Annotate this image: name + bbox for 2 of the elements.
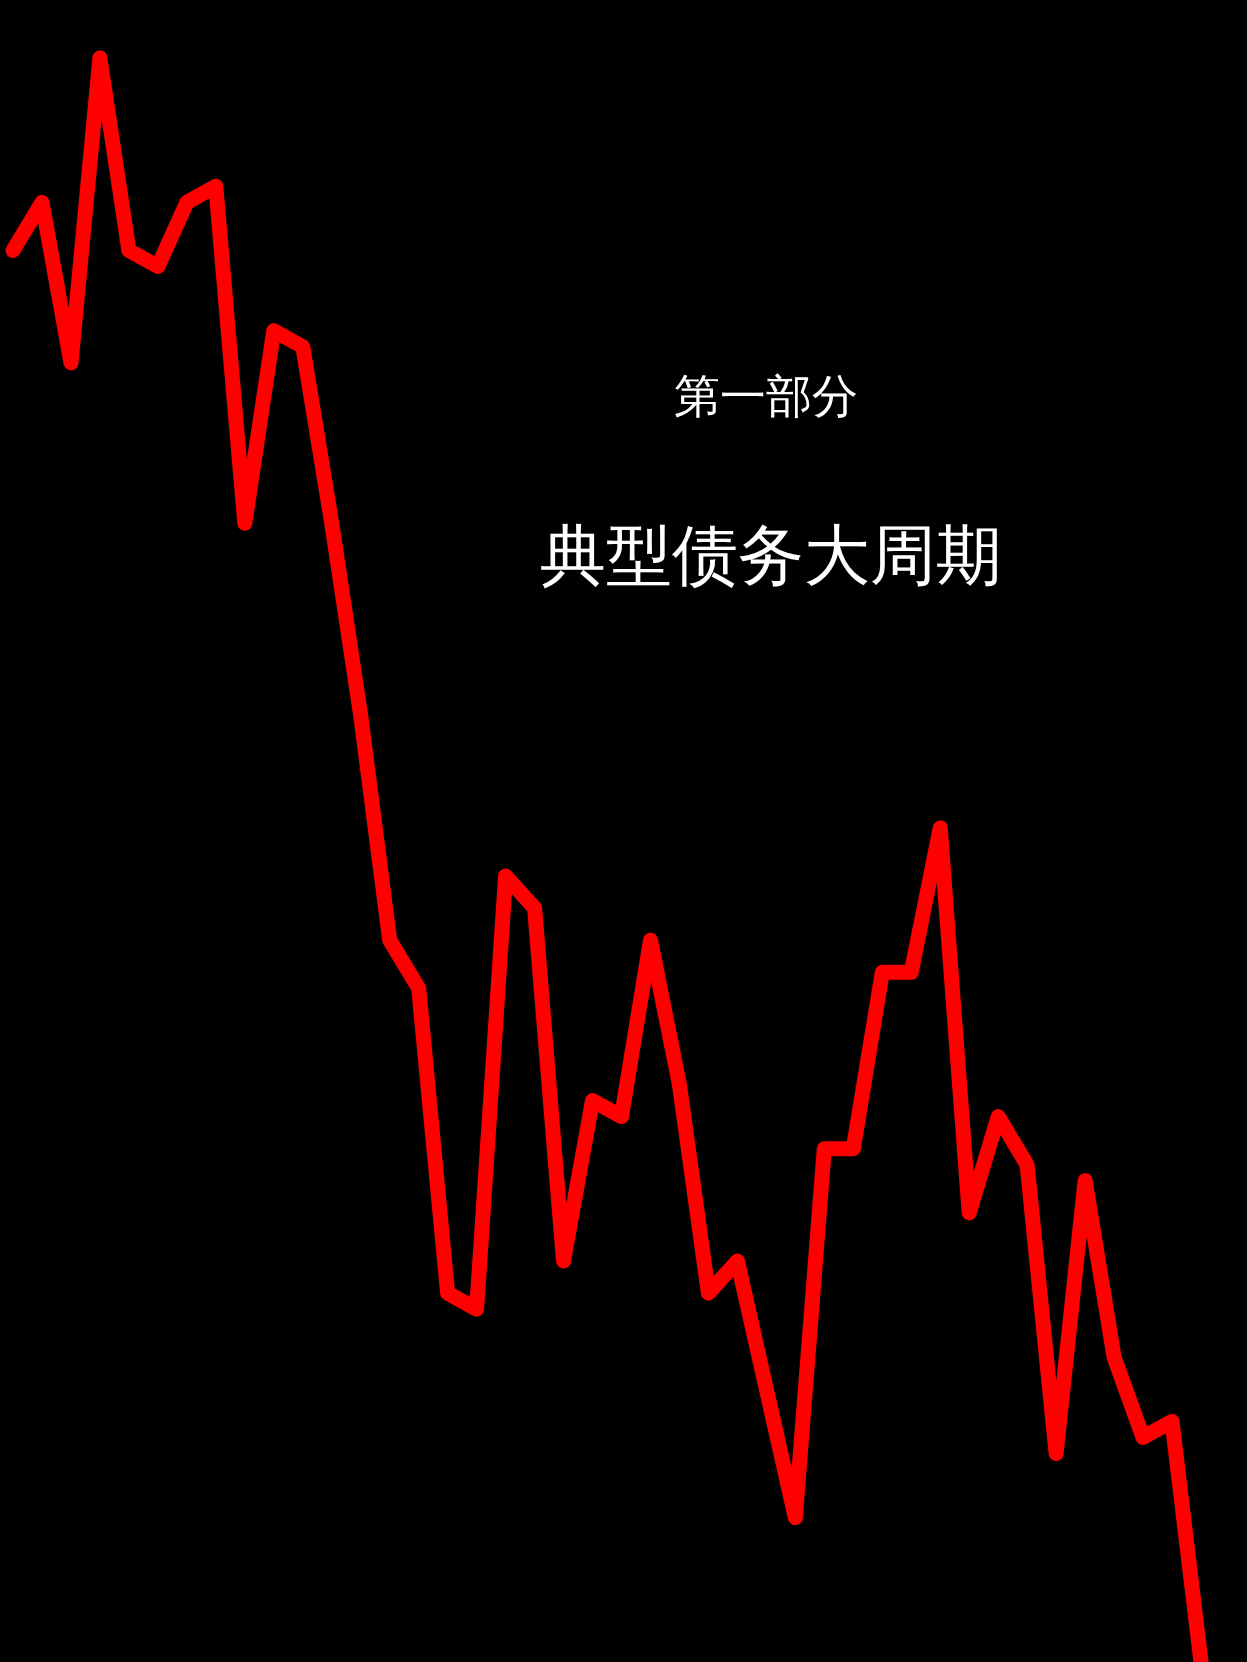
subtitle: 第一部分: [674, 369, 858, 423]
title: 典型债务大周期: [540, 517, 1002, 594]
